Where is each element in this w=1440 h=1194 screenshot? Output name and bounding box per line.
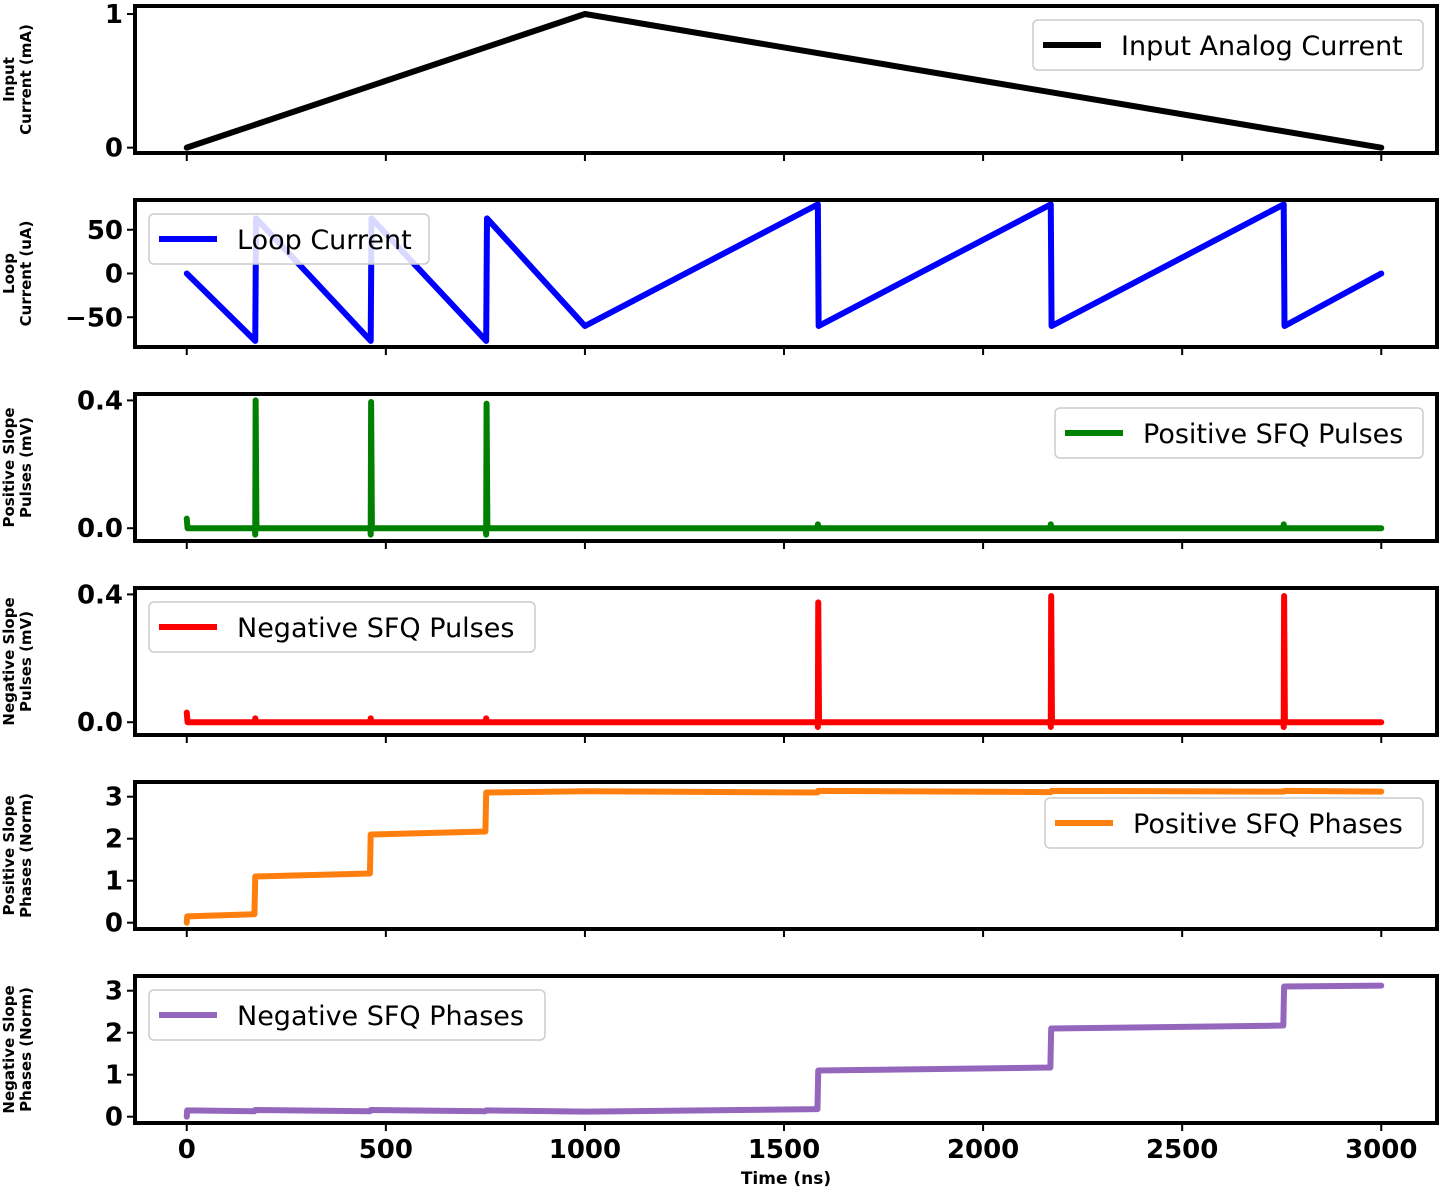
panel-frame: [133, 392, 1439, 543]
y-axis-label-line: Pulses (mV): [17, 611, 35, 712]
y-axis-label-line: Input: [0, 57, 18, 102]
y-tick-label: 1: [105, 1061, 123, 1091]
y-tick-label: 0.4: [77, 580, 123, 610]
y-tick-label: 50: [87, 216, 123, 246]
legend: Positive SFQ Phases: [1044, 797, 1424, 849]
x-tick-label: 0: [178, 1135, 196, 1165]
legend-label: Positive SFQ Pulses: [1143, 419, 1403, 450]
y-axis-label: Positive SlopePulses (mV): [0, 407, 35, 527]
y-tick-label: 1: [105, 867, 123, 897]
legend-box: [1054, 407, 1424, 459]
legend: Negative SFQ Pulses: [148, 601, 536, 653]
series-line-input: [183, 11, 1385, 151]
y-axis-label-line: Current (uA): [17, 221, 35, 327]
panel-frame: [133, 4, 1439, 155]
series-line-neg-pulses: [183, 592, 1385, 731]
y-tick-label: 1: [105, 0, 123, 30]
legend: Positive SFQ Pulses: [1054, 407, 1424, 459]
y-axis-label: Negative SlopePhases (Norm): [0, 985, 35, 1113]
x-tick-label: 1500: [748, 1135, 820, 1165]
y-tick-label: 3: [105, 783, 123, 813]
x-tick-label: 500: [359, 1135, 413, 1165]
y-axis-label-line: Loop: [0, 253, 18, 294]
legend-label: Negative SFQ Phases: [237, 1001, 524, 1032]
panel-frame: [133, 780, 1439, 931]
panel-loop: 50 0 −50 LoopCurrent (uA) Loop Current: [0, 198, 1439, 355]
y-axis-label-line: Pulses (mV): [17, 417, 35, 518]
y-axis-label: Positive SlopePhases (Norm): [0, 793, 35, 918]
panel-frame: [133, 586, 1439, 737]
legend-box: [148, 989, 546, 1041]
x-tick-label: 2000: [947, 1135, 1019, 1165]
series-line-pos-pulses: [183, 397, 1385, 538]
y-axis-label: LoopCurrent (uA): [0, 221, 35, 327]
legend: Input Analog Current: [1032, 19, 1424, 71]
y-axis-label: InputCurrent (mA): [0, 24, 35, 135]
legend-box: [148, 213, 430, 265]
series-line-pos-phases: [183, 787, 1385, 926]
y-tick-label: 0.4: [77, 386, 123, 416]
y-axis-label-line: Phases (Norm): [17, 987, 35, 1112]
x-tick-label: 1000: [549, 1135, 621, 1165]
y-axis-label-line: Positive Slope: [0, 795, 18, 915]
y-tick-label: 0.0: [77, 708, 123, 738]
y-axis-label-line: Positive Slope: [0, 407, 18, 527]
legend-box: [1044, 797, 1424, 849]
legend-label: Input Analog Current: [1121, 31, 1403, 62]
legend-box: [1032, 19, 1424, 71]
y-tick-label: 0: [105, 134, 123, 164]
y-axis-label-line: Phases (Norm): [17, 793, 35, 918]
y-tick-label: 0: [105, 1103, 123, 1133]
series-line-neg-phases: [183, 982, 1385, 1120]
y-axis-label-line: Negative Slope: [0, 597, 18, 725]
y-axis-label: Negative SlopePulses (mV): [0, 597, 35, 725]
legend-label: Positive SFQ Phases: [1133, 809, 1403, 840]
legend: Loop Current: [148, 213, 430, 265]
y-axis-label-line: Negative Slope: [0, 985, 18, 1113]
y-tick-label: −50: [65, 303, 123, 333]
y-tick-label: 0: [105, 909, 123, 939]
panel-input: 0 1 InputCurrent (mA) Input Analog Current: [0, 0, 1439, 164]
legend-box: [148, 601, 536, 653]
y-tick-label: 2: [105, 1019, 123, 1049]
x-tick-label: 2500: [1146, 1135, 1218, 1165]
x-axis-label: Time (ns): [741, 1169, 831, 1189]
legend-label: Negative SFQ Pulses: [237, 613, 514, 644]
panel-frame: [133, 974, 1439, 1125]
y-tick-label: 2: [105, 825, 123, 855]
y-tick-label: 3: [105, 977, 123, 1007]
y-tick-label: 0: [105, 260, 123, 290]
y-tick-label: 0.0: [77, 514, 123, 544]
y-axis-label-line: Current (mA): [17, 24, 35, 135]
legend: Negative SFQ Phases: [148, 989, 546, 1041]
legend-label: Loop Current: [237, 225, 412, 256]
x-tick-label: 3000: [1345, 1135, 1417, 1165]
